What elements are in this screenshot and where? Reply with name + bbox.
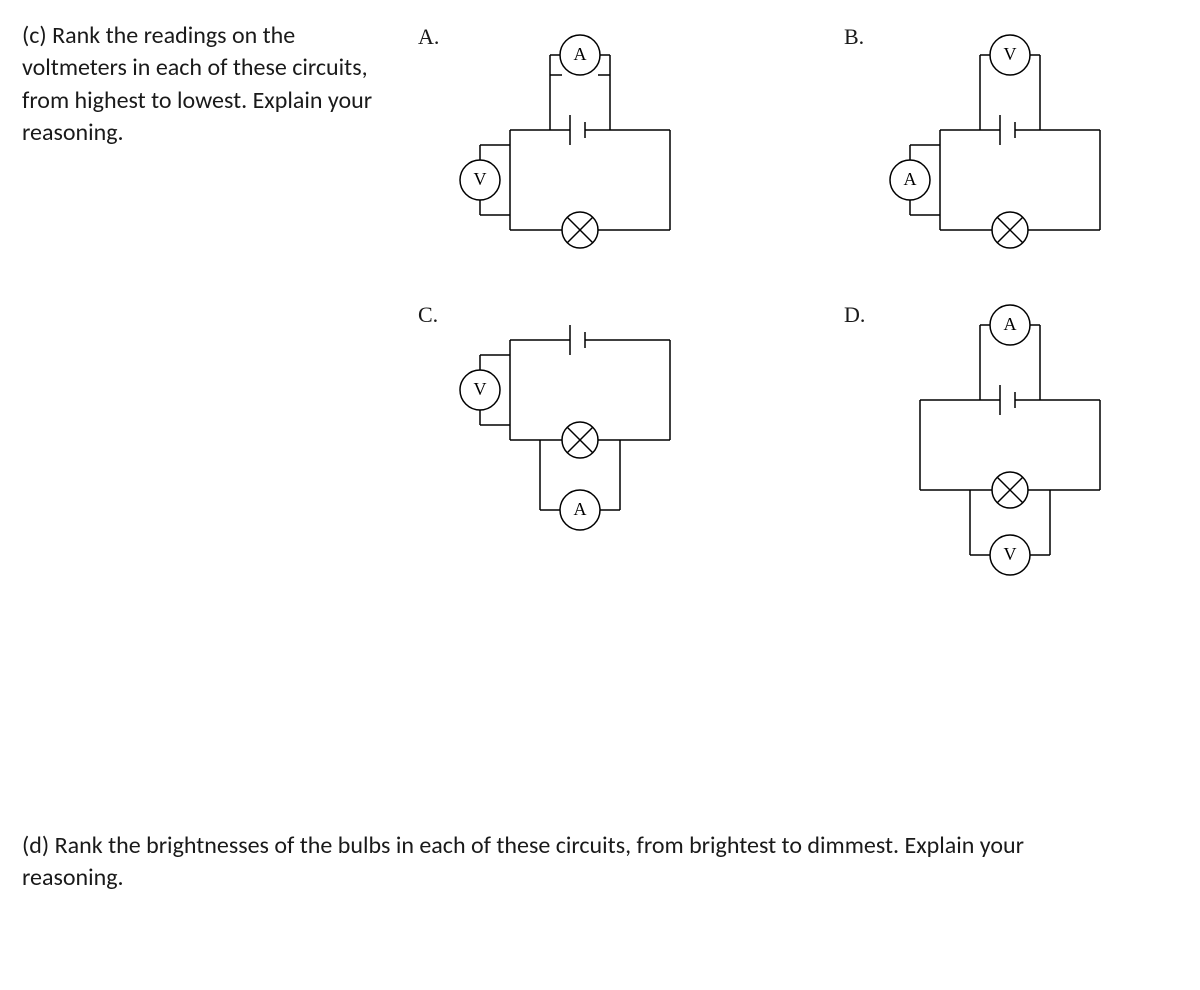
question-c-text: (c) Rank the readings on the voltmeters … [22,20,392,150]
circuit-d-top-meter-label: A [1004,314,1017,334]
label-d: D. [844,302,865,328]
circuit-c-side-meter-label: V [474,379,487,399]
circuit-b-side-meter-label: A [904,169,917,189]
circuit-c-bottom-meter-label: A [574,499,587,519]
label-a: A. [418,24,439,50]
circuit-c: V A [450,290,710,550]
circuit-a-top-meter-label: A [574,44,587,64]
circuit-b: V A [880,20,1140,270]
question-d-text: (d) Rank the brightnesses of the bulbs i… [22,830,1122,895]
label-b: B. [844,24,864,50]
circuit-a: A V [450,20,710,270]
circuit-a-side-meter-label: V [474,169,487,189]
page: (c) Rank the readings on the voltmeters … [0,0,1200,990]
circuit-d-bottom-meter-label: V [1004,544,1017,564]
circuit-b-top-meter-label: V [1004,44,1017,64]
circuit-d: A V [880,290,1140,590]
label-c: C. [418,302,438,328]
